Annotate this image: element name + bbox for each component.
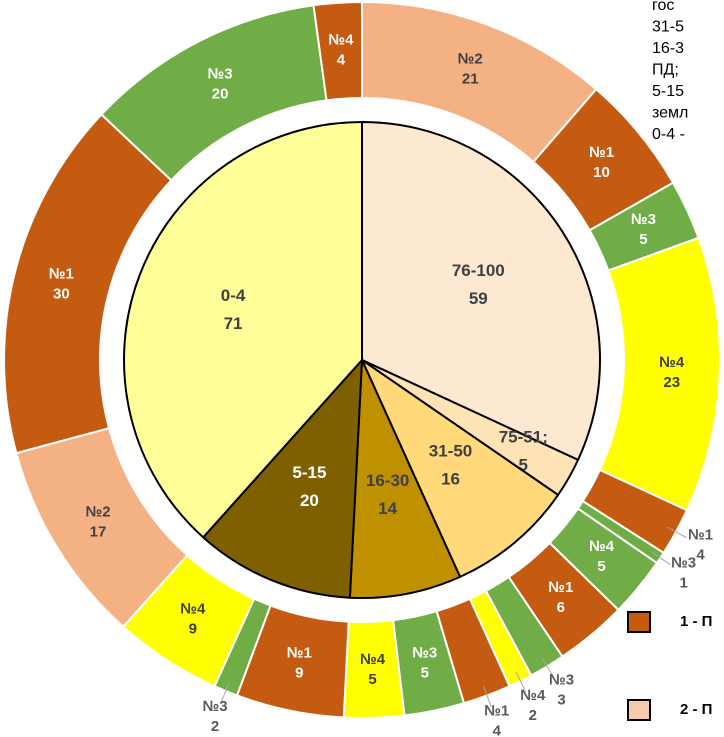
inner-label: 31-50	[429, 441, 472, 460]
note-text: ПД;	[652, 62, 679, 79]
outer-value: 21	[462, 70, 479, 87]
outer-value: 2	[529, 707, 537, 724]
inner-slice	[201, 357, 364, 599]
outer-value: 20	[212, 85, 229, 102]
leader-line	[651, 551, 671, 565]
outer-label: №3	[671, 554, 696, 571]
outer-value: 5	[639, 231, 647, 248]
outer-label: №3	[208, 65, 233, 82]
leader-line	[515, 671, 527, 693]
outer-value: 4	[493, 723, 502, 737]
inner-value: 14	[378, 499, 397, 518]
leader-line	[220, 681, 230, 703]
outer-label: №2	[85, 504, 110, 521]
outer-value: 9	[189, 621, 197, 638]
inner-value: 59	[469, 289, 488, 308]
outer-label: №4	[360, 651, 386, 668]
outer-value: 5	[421, 665, 429, 682]
outer-label: №2	[458, 50, 483, 67]
outer-label: №1	[287, 645, 312, 662]
outer-segment	[342, 619, 406, 719]
outer-value: 10	[593, 164, 610, 181]
outer-label: №1	[589, 144, 614, 161]
outer-segment	[312, 0, 363, 102]
outer-label: №3	[203, 698, 228, 715]
note-text: гос	[652, 0, 674, 14]
inner-value: 71	[224, 314, 243, 333]
inner-label: 76-100	[452, 261, 505, 280]
inner-slice	[123, 120, 363, 539]
leader-line	[541, 657, 554, 677]
outer-label: №3	[412, 645, 437, 662]
outer-value: 3	[557, 691, 565, 708]
outer-value: 4	[337, 52, 346, 69]
legend-label: 1 - П	[680, 613, 712, 630]
outer-label: №1	[548, 579, 573, 596]
legend-label: 2 - П	[680, 701, 712, 718]
inner-label: 75-51;	[499, 427, 548, 446]
outer-label: №4	[589, 538, 615, 555]
inner-slice	[359, 357, 560, 579]
outer-label: №1	[688, 526, 713, 543]
leader-line	[666, 526, 687, 539]
inner-label: 5-15	[292, 463, 326, 482]
inner-value: 16	[441, 469, 460, 488]
outer-value: 5	[597, 558, 605, 575]
inner-slice	[361, 120, 601, 462]
outer-value: 4	[696, 546, 705, 563]
outer-value: 5	[368, 671, 376, 688]
outer-value: 23	[663, 374, 680, 391]
outer-label: №3	[631, 211, 656, 228]
legend-swatch	[627, 699, 651, 721]
note-text: 0-4 -	[652, 126, 685, 143]
outer-value: 6	[557, 599, 565, 616]
outer-label: №1	[484, 703, 509, 720]
outer-label: №4	[180, 601, 206, 618]
leader-line	[483, 685, 492, 707]
outer-label: №1	[49, 265, 74, 282]
outer-label: №3	[549, 671, 574, 688]
outer-value: 9	[295, 665, 303, 682]
outer-value: 1	[679, 574, 687, 591]
note-text: 5-15	[652, 83, 684, 100]
outer-segment	[598, 236, 721, 512]
note-text: 31-5	[652, 19, 684, 36]
note-text: 16-3	[652, 40, 684, 57]
outer-label: №4	[328, 32, 354, 49]
legend-swatch	[627, 611, 651, 633]
outer-label: №4	[520, 687, 546, 704]
outer-value: 30	[53, 285, 70, 302]
inner-value: 20	[300, 491, 319, 510]
inner-value: 5	[519, 455, 528, 474]
outer-value: 2	[211, 718, 219, 735]
inner-label: 16-30	[366, 471, 409, 490]
outer-label: №4	[659, 354, 685, 371]
note-text: земл	[652, 105, 688, 122]
inner-label: 0-4	[221, 286, 246, 305]
outer-value: 17	[90, 524, 107, 541]
inner-slice	[348, 359, 462, 599]
